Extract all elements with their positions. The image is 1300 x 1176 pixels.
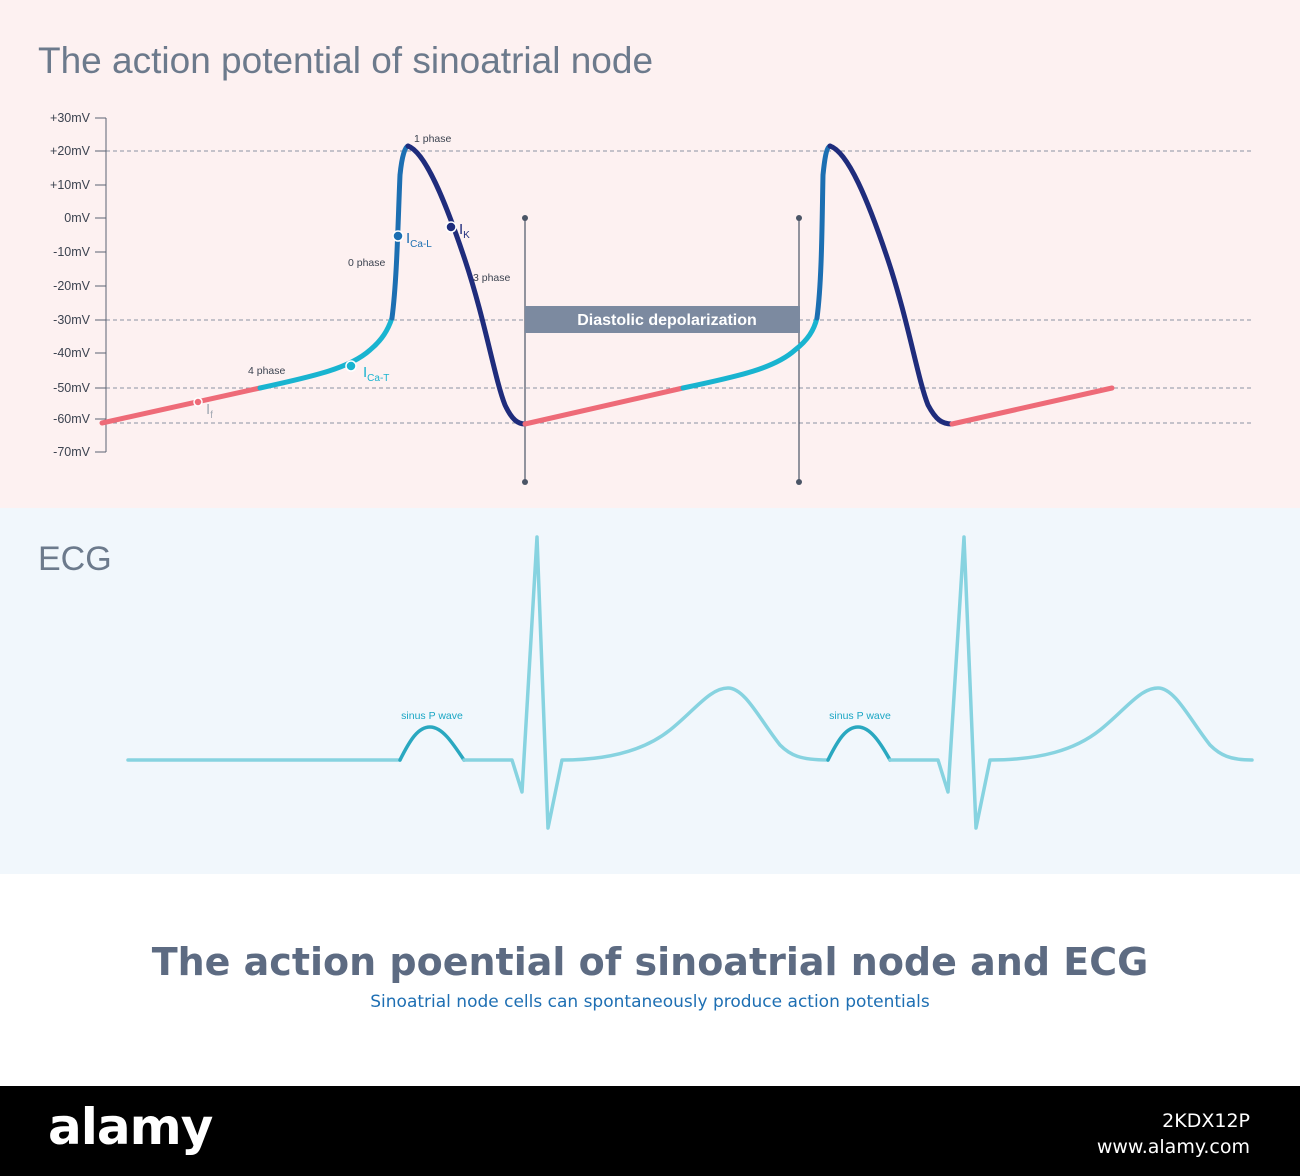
caption-subtitle: Sinoatrial node cells can spontaneously … bbox=[370, 992, 930, 1012]
phase-4-label: 4 phase bbox=[248, 365, 286, 377]
y-tick-label: -10mV bbox=[53, 245, 90, 259]
footer-bar bbox=[0, 1086, 1300, 1176]
action-potential-title: The action potential of sinoatrial node bbox=[38, 40, 654, 81]
p-wave-label-1: sinus P wave bbox=[401, 710, 463, 722]
qrs-t-complex-2 bbox=[888, 535, 1254, 830]
phase4-funny-current-segment-3 bbox=[949, 385, 1115, 427]
y-tick-label: +30mV bbox=[50, 111, 91, 125]
y-tick-label: 0mV bbox=[64, 211, 90, 225]
diagram-canvas: +30mV +20mV +10mV 0mV -10mV -20mV -30mV … bbox=[50, 111, 1254, 830]
phase3-repolarization-2 bbox=[827, 143, 955, 427]
caption-panel bbox=[0, 874, 1300, 1086]
action-potential-panel bbox=[0, 0, 1300, 508]
y-tick-label: -50mV bbox=[53, 381, 90, 395]
ecg-title: ECG bbox=[38, 540, 112, 578]
p-wave-2 bbox=[826, 725, 892, 762]
p-wave-label-2: sinus P wave bbox=[829, 710, 891, 722]
ca-t-label: ICa-T bbox=[363, 364, 389, 384]
image-id-block: 2KDX12P www.alamy.com bbox=[1097, 1108, 1250, 1160]
y-tick-label: -30mV bbox=[53, 313, 90, 327]
p-wave-1 bbox=[398, 725, 466, 762]
funny-current-marker bbox=[193, 397, 203, 407]
y-tick-label: -60mV bbox=[53, 412, 90, 426]
y-tick-label: +20mV bbox=[50, 144, 91, 158]
y-tick-label: -70mV bbox=[53, 445, 90, 459]
site-url: www.alamy.com bbox=[1096, 1136, 1250, 1158]
qrs-t-complex-1 bbox=[462, 535, 830, 830]
phase4-t-type-segment-2 bbox=[680, 315, 820, 391]
funny-current-label: If bbox=[206, 401, 213, 421]
k-marker bbox=[445, 221, 457, 233]
phase4-funny-current-segment bbox=[99, 385, 263, 426]
caption-title: The action poential of sinoatrial node a… bbox=[151, 940, 1149, 984]
y-tick-label: +10mV bbox=[50, 178, 91, 192]
k-label: IK bbox=[459, 221, 470, 241]
phase-3-label: 3 phase bbox=[473, 272, 511, 284]
ca-l-label: ICa-L bbox=[406, 230, 432, 250]
diastolic-depolarization-label: Diastolic depolarization bbox=[577, 312, 757, 329]
y-tick-label: -20mV bbox=[53, 279, 90, 293]
phase4-t-type-segment bbox=[257, 315, 395, 391]
phase-1-label: 1 phase bbox=[414, 133, 452, 145]
phase-0-label: 0 phase bbox=[348, 257, 386, 269]
image-id: 2KDX12P bbox=[1162, 1110, 1250, 1132]
phase4-funny-current-segment-2 bbox=[522, 385, 686, 427]
phase3-repolarization bbox=[405, 143, 528, 427]
alamy-logo: alamy bbox=[48, 1098, 213, 1156]
diastolic-depolarization-band bbox=[525, 306, 800, 333]
y-tick-label: -40mV bbox=[53, 346, 90, 360]
ca-l-marker bbox=[392, 230, 404, 242]
ecg-panel bbox=[0, 508, 1300, 874]
ca-t-marker bbox=[345, 360, 357, 372]
phase0-upstroke-2 bbox=[814, 143, 833, 321]
phase0-upstroke bbox=[389, 143, 411, 321]
